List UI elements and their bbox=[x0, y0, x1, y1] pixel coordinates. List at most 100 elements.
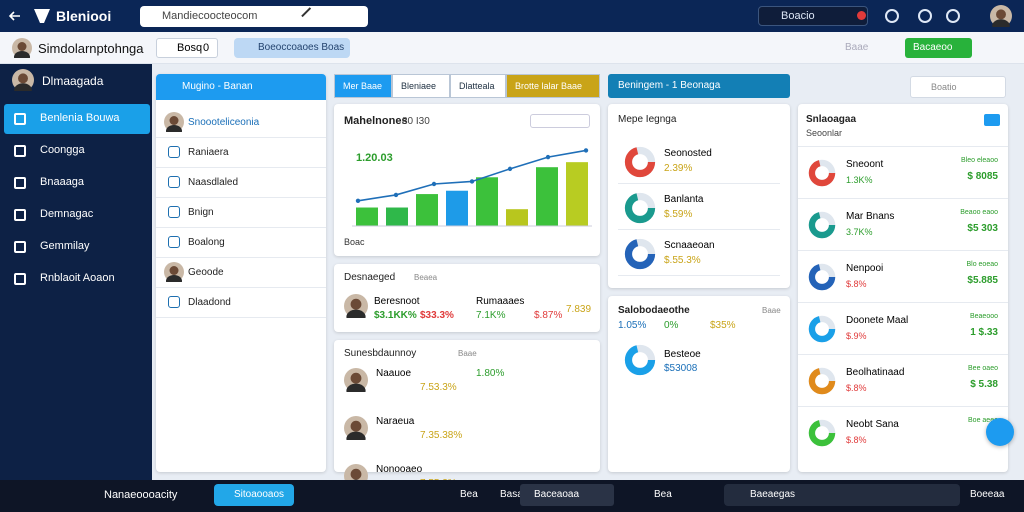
nav-item[interactable]: Bnaaaga bbox=[4, 168, 150, 198]
gauge-value: $.55.3% bbox=[664, 255, 701, 266]
trend-point bbox=[393, 192, 399, 198]
nav-item[interactable]: Gemmilay bbox=[4, 232, 150, 262]
person-name: Beresnoot bbox=[374, 296, 420, 307]
tab-label: Mer Baae bbox=[343, 81, 383, 91]
list-item[interactable]: Dlaadond bbox=[156, 288, 326, 318]
list-icon bbox=[168, 146, 180, 158]
search-box[interactable]: Mandiecoocteocom bbox=[140, 6, 368, 27]
tab[interactable]: Brotte lalar Baae bbox=[506, 74, 600, 98]
asset-row[interactable]: Beolhatinaad $.8% Bee oaeo $ 5.38 bbox=[798, 354, 1008, 406]
trend-point bbox=[583, 148, 589, 153]
right-search[interactable]: Boacio bbox=[758, 6, 868, 26]
logo bbox=[34, 9, 50, 23]
asset-row[interactable]: Nenpooi $.8% Blo eoeao $5.885 bbox=[798, 250, 1008, 302]
avatar-body bbox=[14, 83, 32, 91]
fab[interactable] bbox=[986, 418, 1014, 446]
asset-tag: Beaeooo bbox=[969, 313, 998, 320]
asset-name: Mar Bnans bbox=[846, 211, 895, 222]
bar bbox=[356, 207, 378, 226]
gauge-card: Mepe Iegnga Seonosted 2.39% Banlanta $.59% Sc… bbox=[608, 104, 790, 288]
list-icon bbox=[168, 236, 180, 248]
person-name: Naraeua bbox=[376, 416, 415, 427]
asset-tag: Beaoo eaoo bbox=[960, 209, 998, 216]
list-label: Naasdlaled bbox=[188, 177, 239, 188]
right-label: Baae bbox=[845, 42, 869, 53]
task-item[interactable]: Bea bbox=[446, 484, 480, 506]
icon-button[interactable] bbox=[918, 9, 932, 23]
task-active-label: Sitoaooaos bbox=[234, 489, 285, 500]
task-item[interactable]: Baceaoaa bbox=[520, 484, 614, 506]
asset-name: Beolhatinaad bbox=[846, 367, 905, 378]
avatar-body bbox=[992, 19, 1010, 27]
action-button[interactable]: Bacaeoo bbox=[905, 38, 972, 58]
icon-button[interactable] bbox=[885, 9, 899, 23]
button[interactable]: Bosq 0 bbox=[156, 38, 218, 58]
list-item[interactable]: Boalong bbox=[156, 228, 326, 258]
list-item[interactable]: Naasdlaled bbox=[156, 168, 326, 198]
avatar-head bbox=[350, 420, 362, 432]
donut-icon bbox=[808, 315, 836, 343]
asset-row[interactable]: Mar Bnans 3.7K% Beaoo eaoo $5 303 bbox=[798, 198, 1008, 250]
nav-label: Bnaaaga bbox=[40, 176, 85, 188]
stat: 7.839 bbox=[566, 304, 592, 315]
donut-icon bbox=[808, 159, 836, 187]
task-left[interactable]: Nanaeoooacity bbox=[104, 489, 178, 501]
chart-title: Mahelnones bbox=[344, 115, 408, 127]
list-item[interactable]: Snoooteliceonia bbox=[156, 108, 326, 138]
person-value: 7.53.3% bbox=[420, 382, 457, 393]
list-item[interactable]: Bnign bbox=[156, 198, 326, 228]
avatar bbox=[344, 416, 368, 440]
task-active[interactable]: Sitoaooaos bbox=[214, 484, 294, 506]
donut-icon bbox=[808, 263, 836, 291]
sidebar: Dlmaagada Benlenia Bouwa Coongga Bnaaaga Dem… bbox=[0, 64, 152, 480]
task-item[interactable]: Basa bbox=[486, 484, 523, 506]
gauge-row: Seonosted 2.39% bbox=[618, 142, 780, 184]
button-text: Bosq bbox=[177, 42, 203, 54]
list-item[interactable]: Raniaera bbox=[156, 138, 326, 168]
nav-icon bbox=[14, 241, 26, 253]
chart-controls bbox=[530, 114, 590, 128]
chart-footer: Boac bbox=[344, 237, 365, 247]
bar bbox=[566, 162, 588, 226]
avatar bbox=[344, 368, 368, 392]
asset-row[interactable]: Sneoont 1.3K% Bleo eleaoo $ 8085 bbox=[798, 146, 1008, 198]
gauge-row: Scnaaeoan $.55.3% bbox=[618, 234, 780, 276]
card-tag: Baae bbox=[458, 349, 477, 358]
tab[interactable]: Mer Baae bbox=[334, 74, 392, 98]
donut-arc bbox=[808, 159, 836, 187]
nav-item[interactable]: Coongga bbox=[4, 136, 150, 166]
task-notify[interactable]: Baeaegas bbox=[724, 484, 960, 506]
tab[interactable]: Bleniaee bbox=[392, 74, 450, 98]
icon-button[interactable] bbox=[946, 9, 960, 23]
nav-label: Coongga bbox=[40, 144, 85, 156]
donut-icon bbox=[624, 344, 656, 376]
list-panel: Mugino - Banan Snoooteliceonia Raniaera Naa… bbox=[156, 74, 326, 472]
asset-tag: Boe aeeo bbox=[968, 417, 998, 424]
gauge-value: $.59% bbox=[664, 209, 693, 220]
avatar bbox=[164, 262, 184, 282]
tab[interactable]: Dlatteala bbox=[450, 74, 506, 98]
task-right[interactable]: Boeeaa bbox=[970, 489, 1005, 500]
list-label: Raniaera bbox=[188, 147, 229, 158]
list-label: Bnign bbox=[188, 207, 214, 218]
chart-card: Mahelnones 80 I30 1.20.03 Boac bbox=[334, 104, 600, 256]
task-item[interactable]: Bea bbox=[640, 484, 674, 506]
list-label: Geoode bbox=[188, 267, 224, 278]
avatar-body bbox=[166, 125, 182, 132]
list-item[interactable]: Geoode bbox=[156, 258, 326, 288]
nav-item[interactable]: Demnagac bbox=[4, 200, 150, 230]
asset-row[interactable]: Doonete Maal $.9% Beaeooo 1 $.33 bbox=[798, 302, 1008, 354]
panel-search[interactable]: Boatio bbox=[910, 76, 1006, 98]
asset-change: $.8% bbox=[846, 279, 867, 289]
asset-row[interactable]: Neobt Sana $.8% Boe aeeo bbox=[798, 406, 1008, 458]
nav-item[interactable]: Benlenia Bouwa bbox=[4, 104, 150, 134]
side-header: Beningem - 1 Beonaga bbox=[608, 74, 790, 98]
avatar-head bbox=[169, 116, 179, 125]
nav-item[interactable]: Rnblaoit Aoaon bbox=[4, 264, 150, 294]
app-name: Bleniooi bbox=[56, 8, 112, 24]
donut-arc bbox=[624, 192, 656, 224]
bar bbox=[386, 207, 408, 226]
pill[interactable]: Boeoccoaoes Boas bbox=[234, 38, 350, 58]
top-bar: Bleniooi Mandiecoocteocom Boacio bbox=[0, 0, 1024, 32]
avatar-head bbox=[350, 298, 362, 310]
